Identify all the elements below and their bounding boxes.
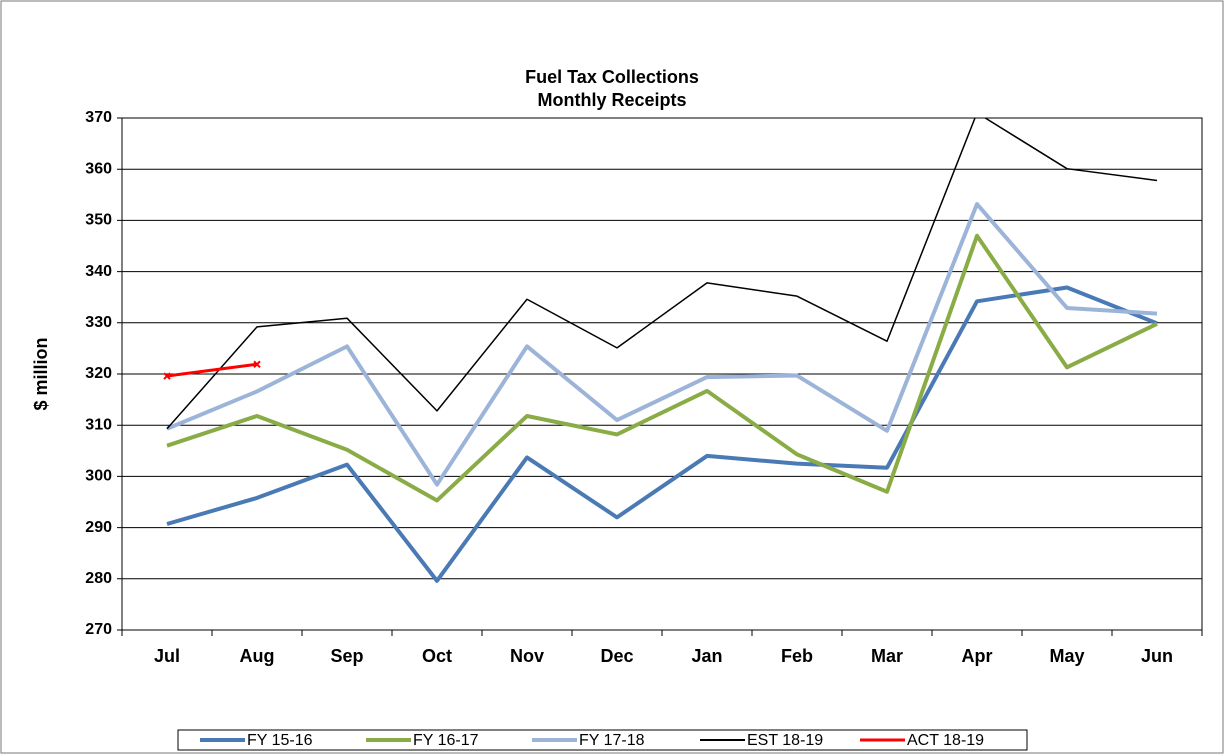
x-tick-label: Sep (330, 646, 363, 666)
series-line (166, 233, 1158, 503)
y-tick-label: 350 (85, 212, 112, 229)
legend-box (177, 729, 1028, 751)
y-tick-label: 280 (85, 570, 112, 587)
x-tick-label: Feb (781, 646, 813, 666)
legend-label: FY 17-18 (579, 732, 645, 749)
y-axis-label: $ million (31, 337, 51, 410)
plot-series (163, 118, 1158, 583)
x-tick-label: Mar (871, 646, 903, 666)
series-marker (163, 372, 171, 380)
y-tick-label: 330 (85, 314, 112, 331)
series-line (166, 202, 1158, 487)
y-tick-label: 340 (85, 263, 112, 280)
series-line (166, 118, 1158, 430)
x-tick-label: Jan (691, 646, 722, 666)
legend-label: EST 18-19 (747, 732, 823, 749)
series-marker (253, 360, 261, 368)
legend-label: FY 15-16 (247, 732, 313, 749)
x-tick-label: Dec (600, 646, 633, 666)
legend-label: FY 16-17 (413, 732, 479, 749)
y-tick-label: 320 (85, 365, 112, 382)
y-tick-label: 360 (85, 160, 112, 177)
y-tick-label: 290 (85, 519, 112, 536)
legend-label: ACT 18-19 (907, 732, 984, 749)
x-tick-label: Jun (1141, 646, 1173, 666)
x-tick-label: Aug (240, 646, 275, 666)
chart-title: Fuel Tax Collections (525, 67, 699, 87)
series-line (166, 285, 1158, 583)
x-tick-label: Apr (962, 646, 993, 666)
x-tick-label: Oct (422, 646, 452, 666)
x-tick-label: Jul (154, 646, 180, 666)
x-tick-label: Nov (510, 646, 544, 666)
chart-subtitle: Monthly Receipts (537, 90, 686, 110)
y-tick-label: 370 (85, 109, 112, 126)
y-tick-label: 270 (85, 621, 112, 638)
y-tick-label: 310 (85, 416, 112, 433)
x-tick-label: May (1049, 646, 1084, 666)
series-line (166, 362, 258, 378)
y-tick-label: 300 (85, 468, 112, 485)
